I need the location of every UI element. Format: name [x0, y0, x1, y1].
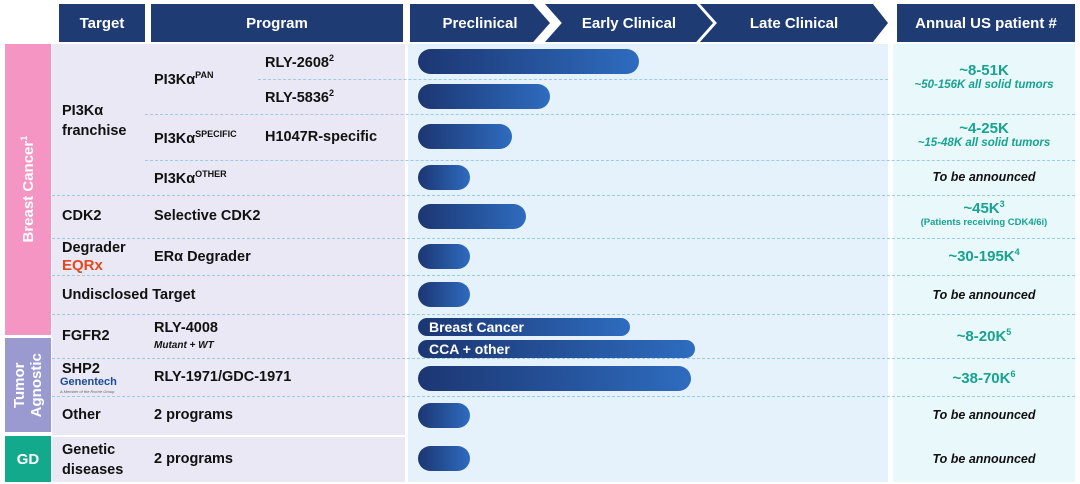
- footnote: 2: [328, 88, 334, 98]
- annual-subvalue: (Patients receiving CDK4/6i): [920, 217, 1048, 228]
- header-annual: Annual US patient #: [897, 4, 1075, 42]
- program-rly-2608: RLY-26082: [265, 53, 334, 71]
- program-rly-1971: RLY-1971/GDC-1971: [154, 369, 292, 385]
- left-panel: [52, 44, 405, 435]
- program-label: RLY-5836: [265, 89, 329, 106]
- header-late-clinical: Late Clinical: [700, 4, 888, 42]
- annual-pi3k-other: To be announced: [932, 170, 1036, 184]
- program-label: PI3Kα: [154, 71, 196, 88]
- genentech-logo: Genentech: [60, 376, 117, 388]
- annual-panel: [893, 44, 1075, 482]
- genentech-tagline: A Member of the Roche Group: [60, 389, 115, 394]
- annual-degrader: ~30-195K4: [893, 247, 1075, 265]
- bar-other: [418, 403, 470, 428]
- annual-value: ~4-25K: [959, 120, 1009, 137]
- gd-panel: [52, 437, 405, 482]
- bar-h1047r: [418, 124, 512, 149]
- superscript: SPECIFIC: [195, 129, 237, 139]
- program-label: PI3Kα: [154, 130, 196, 147]
- eqrx-logo: EQRx: [62, 257, 103, 274]
- bar-fgfr2-breast: Breast Cancer: [418, 318, 630, 336]
- annual-pi3k-pan: ~8-51K ~50-156K all solid tumors: [893, 62, 1075, 91]
- category-label: Breast Cancer: [19, 141, 37, 243]
- target-undisclosed: Undisclosed Target: [62, 287, 196, 303]
- bar-rly-2608: [418, 49, 639, 74]
- divider: [52, 195, 1075, 196]
- bar-undisclosed: [418, 282, 470, 307]
- annual-value: ~45K: [963, 200, 1000, 217]
- bar-cdk2: [418, 204, 526, 229]
- annual-other: To be announced: [932, 408, 1036, 422]
- category-label: Tumor Agnostic: [10, 352, 45, 418]
- footnote: 3: [999, 199, 1005, 209]
- annual-gd: To be announced: [932, 452, 1036, 466]
- footnote: 6: [1010, 369, 1016, 379]
- bar-gd: [418, 446, 470, 471]
- category-gd: GD: [5, 436, 51, 482]
- footnote: 5: [1006, 327, 1012, 337]
- program-label: RLY-2608: [265, 54, 329, 71]
- divider: [52, 396, 1075, 397]
- divider: [52, 358, 1075, 359]
- bar-label: Breast Cancer: [429, 319, 524, 335]
- footnote: 2: [328, 53, 334, 63]
- annual-value: ~8-20K: [956, 328, 1007, 345]
- target-other: Other: [62, 407, 101, 423]
- bar-rly-5836: [418, 84, 550, 109]
- program-rly-4008: RLY-4008: [154, 320, 218, 336]
- header-early-clinical: Early Clinical: [545, 4, 713, 42]
- program-rly-4008-subtitle: Mutant + WT: [154, 340, 214, 351]
- bar-pi3k-other: [418, 165, 470, 190]
- program-pi3k-pan: PI3KαPAN: [154, 70, 214, 88]
- target-pi3k-franchise: PI3Kα franchise: [62, 101, 142, 141]
- bar-era-degrader: [418, 244, 470, 269]
- program-era-degrader: ERα Degrader: [154, 249, 251, 265]
- annual-pi3k-specific: ~4-25K ~15-48K all solid tumors: [893, 120, 1075, 149]
- divider: [52, 314, 1075, 315]
- bar-label: CCA + other: [429, 341, 510, 357]
- footnote: 4: [1014, 247, 1020, 257]
- footnote: 1: [18, 136, 29, 142]
- target-degrader: Degrader: [62, 240, 126, 256]
- divider: [145, 160, 1075, 161]
- header-preclinical: Preclinical: [410, 4, 550, 42]
- category-tumor-agnostic: Tumor Agnostic: [5, 338, 51, 432]
- target-fgfr2: FGFR2: [62, 328, 110, 344]
- program-label: PI3Kα: [154, 170, 196, 187]
- program-pi3k-specific: PI3KαSPECIFIC: [154, 129, 237, 147]
- annual-fgfr2: ~8-20K5: [893, 327, 1075, 345]
- program-pi3k-other: PI3KαOTHER: [154, 169, 227, 187]
- annual-value: ~30-195K: [948, 248, 1015, 265]
- divider: [145, 114, 1075, 115]
- phase-panel: [408, 44, 888, 482]
- program-other-2: 2 programs: [154, 407, 233, 423]
- superscript: PAN: [195, 70, 214, 80]
- program-rly-5836: RLY-58362: [265, 88, 334, 106]
- divider: [258, 79, 888, 80]
- annual-value: ~38-70K: [952, 370, 1011, 387]
- target-shp2: SHP2: [62, 361, 100, 377]
- annual-subvalue: ~50-156K all solid tumors: [914, 79, 1054, 91]
- bar-fgfr2-cca: CCA + other: [418, 340, 695, 358]
- divider: [52, 275, 1075, 276]
- header-target: Target: [59, 4, 145, 42]
- annual-undisclosed: To be announced: [932, 288, 1036, 302]
- target-label: PI3Kα franchise: [62, 103, 127, 139]
- annual-value: ~8-51K: [959, 62, 1009, 79]
- annual-shp2: ~38-70K6: [893, 369, 1075, 387]
- header-program: Program: [151, 4, 403, 42]
- target-cdk2: CDK2: [62, 208, 102, 224]
- target-genetic-diseases: Genetic diseases: [62, 442, 124, 478]
- bar-rly-1971: [418, 366, 691, 391]
- program-h1047r: H1047R-specific: [265, 129, 378, 145]
- divider: [52, 238, 1075, 239]
- program-selective-cdk2: Selective CDK2: [154, 208, 261, 224]
- category-breast-cancer: Breast Cancer1: [5, 44, 51, 335]
- program-gd-2: 2 programs: [154, 451, 233, 467]
- superscript: OTHER: [195, 169, 227, 179]
- annual-subvalue: ~15-48K all solid tumors: [917, 137, 1051, 149]
- annual-cdk2: ~45K3 (Patients receiving CDK4/6i): [893, 199, 1075, 228]
